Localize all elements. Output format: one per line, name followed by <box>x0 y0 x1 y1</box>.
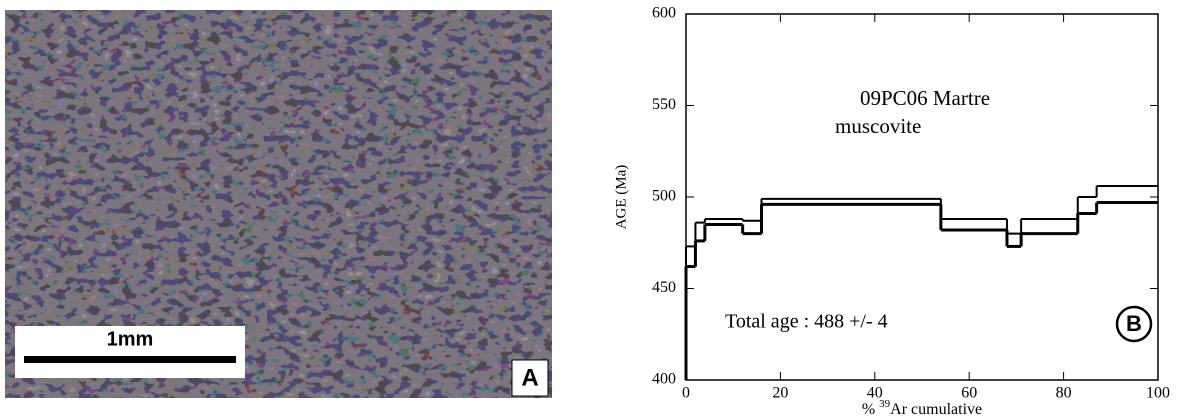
x-label-part: % <box>862 401 879 418</box>
y-tick-label: 550 <box>652 96 676 113</box>
scale-bar-box <box>15 326 245 378</box>
x-tick-label: 60 <box>961 385 977 402</box>
x-label-part: Ar cumulative <box>890 401 982 418</box>
x-tick-label: 80 <box>1056 385 1072 402</box>
chart: 09PC06 Martre muscovite Total age : 488 … <box>613 5 1170 418</box>
y-tick-label: 600 <box>652 5 676 22</box>
x-axis-label: % 39Ar cumulative <box>862 398 982 418</box>
chart-subtitle: muscovite <box>835 114 921 138</box>
x-label-sup: 39 <box>879 398 891 410</box>
y-axis-label: AGE (Ma) <box>613 165 629 230</box>
x-tick-label: 40 <box>867 385 883 402</box>
panel-label-box <box>511 359 549 397</box>
y-tick-label: 450 <box>652 279 676 296</box>
scale-bar-label: 1mm <box>107 328 154 350</box>
panel-label: B <box>1126 311 1142 336</box>
x-tick-label: 20 <box>772 385 788 402</box>
scale-bar <box>24 356 236 363</box>
panel-label-circle <box>1115 305 1153 343</box>
x-tick-label: 100 <box>1146 385 1170 402</box>
panel-label: A <box>521 364 538 391</box>
photo-panel: 1mm A <box>5 10 552 398</box>
annotation: Total age : 488 +/- 4 <box>725 311 888 333</box>
y-tick-label: 500 <box>652 188 676 205</box>
x-tick-label: 0 <box>682 385 690 402</box>
chart-title: 09PC06 Martre <box>860 86 990 110</box>
y-tick-label: 400 <box>652 371 676 388</box>
